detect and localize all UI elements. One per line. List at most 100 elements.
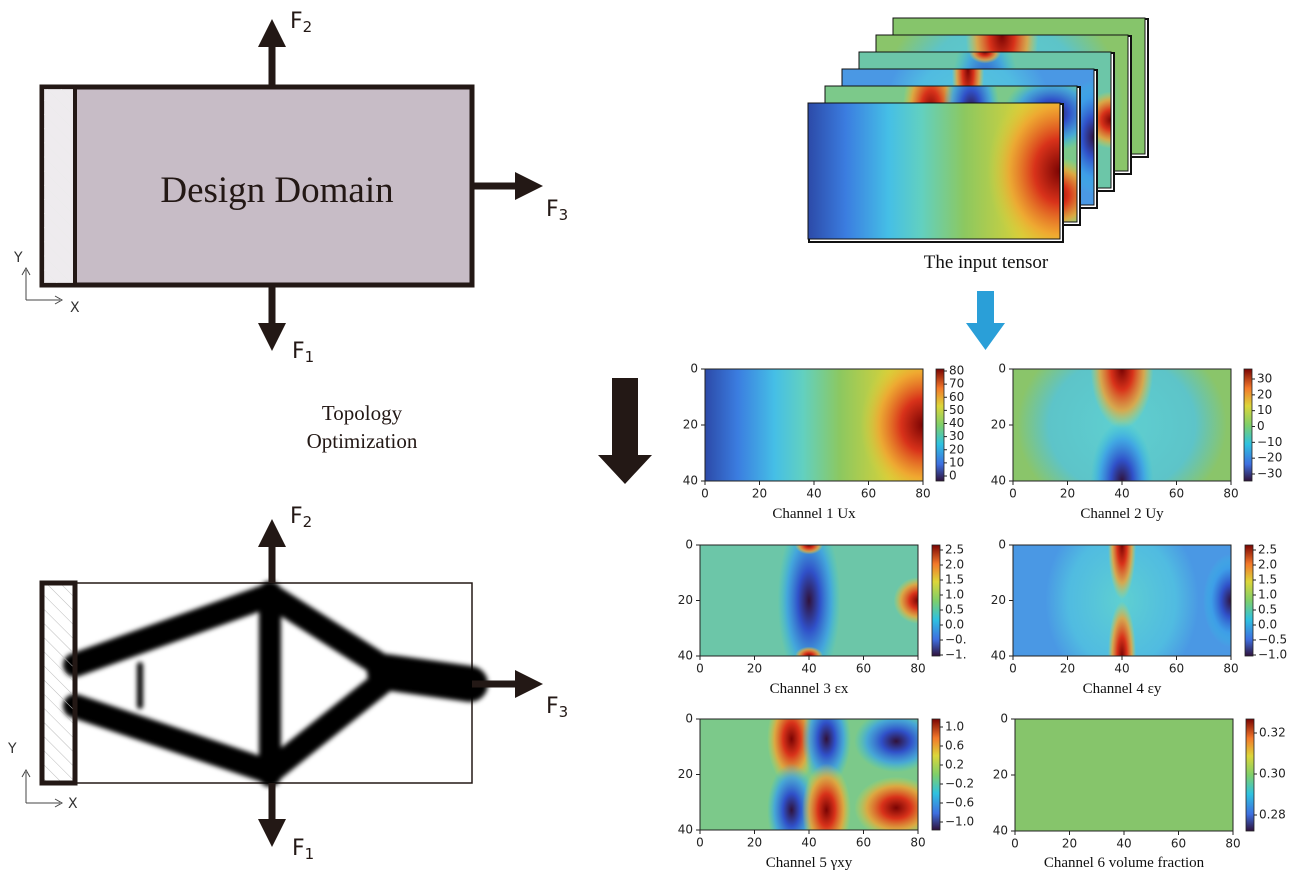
x-tick-label: 40 [806,487,821,501]
heatmap-blob [802,719,851,786]
optimized-structure: F2 F3 F1 Y X [7,504,568,863]
heatmap [700,545,918,656]
colorbar-tick-label: 70 [949,377,964,391]
channel-caption: Channel 4 εy [1083,681,1162,697]
step-label: Optimization [307,429,418,453]
x-tick-label: 20 [752,487,767,501]
colorbar [1244,544,1254,657]
design-domain: Design Domain F2 F3 F1 Y X [13,9,568,366]
channel-caption: Channel 1 Ux [772,506,856,522]
colorbar-tick-label: 1.5 [945,573,964,587]
colorbar-tick-label: 2.5 [1258,543,1277,557]
x-tick-label: 20 [1060,487,1075,501]
colorbar [1243,368,1253,482]
y-tick-label: 0 [998,362,1006,376]
colorbar-tick-label: 80 [949,364,964,378]
force-label: F3 [546,197,568,224]
heatmap [1013,545,1231,656]
tensor-caption: The input tensor [924,252,1049,273]
heatmap-blob [795,646,823,656]
x-tick-label: 0 [1009,487,1017,501]
force-label: F3 [546,694,568,721]
force-label: F2 [290,504,312,531]
x-tick-label: 0 [696,662,704,676]
heatmap-blob [1090,421,1154,481]
colorbar [935,368,945,482]
y-tick-label: 40 [991,474,1006,488]
colorbar-tick-label: 1.0 [1258,588,1277,602]
axis-label: Y [13,250,23,266]
x-tick-label: 60 [1169,487,1184,501]
x-tick-label: 0 [696,836,704,850]
x-tick-label: 80 [1223,662,1238,676]
x-tick-label: 20 [747,836,762,850]
x-tick-label: 40 [1116,837,1131,851]
colorbar-tick-label: 50 [949,403,964,417]
y-tick-label: 20 [678,767,693,781]
y-tick-label: 40 [683,474,698,488]
y-tick-label: 40 [991,649,1006,663]
colorbar-tick-label: 1.0 [945,588,964,602]
colorbar-tick-label: 0 [1257,419,1265,433]
channel-panel: 0 20 40 60 80 0 20 40 1.0 0.6 0.2 −0.2 −0.6 −1.0 Chann… [678,712,974,872]
x-tick-label: 80 [1223,487,1238,501]
x-tick-label: 40 [1114,662,1129,676]
heatmap-blob [968,52,1002,64]
heatmap-blob [987,103,1060,239]
colorbar [931,544,941,657]
x-tick-label: 80 [1225,837,1240,851]
y-tick-label: 40 [678,823,693,837]
colorbar-tick-label: −30 [1257,467,1282,481]
colorbar-tick-label: 10 [949,455,964,469]
x-tick-label: 40 [801,662,816,676]
y-tick-label: 20 [678,593,693,607]
x-tick-label: 40 [1114,487,1129,501]
colorbar [1245,718,1255,832]
channel-caption: Channel 2 Uy [1080,506,1164,522]
channel-panel: 0 20 40 60 80 0 20 40 0.32 0.30 0.28 Channel 6 volu… [993,712,1286,872]
heatmap [705,369,923,481]
heatmap-blob [1108,545,1136,600]
heatmap [808,103,1060,239]
y-tick-label: 0 [685,538,693,552]
heatmap-blob [854,719,918,773]
channel-panel: 0 20 40 60 80 0 20 40 2.52.01.51.00.50.0−0.5−1.0… [991,538,1287,698]
heatmap-blob [1090,369,1154,429]
x-tick-label: 20 [747,662,762,676]
colorbar-tick-label: −1. [945,648,967,662]
x-tick-label: 60 [1169,662,1184,676]
force-label: F1 [292,339,314,366]
x-tick-label: 20 [1060,662,1075,676]
colorbar-tick-label: −0.2 [945,777,974,791]
y-tick-label: 40 [678,649,693,663]
colorbar-tick-label: 0.5 [945,603,964,617]
heatmap-blob [854,776,918,830]
domain-label: Design Domain [160,170,393,211]
colorbar-tick-label: 0.6 [945,739,964,753]
x-tick-label: 60 [856,836,871,850]
colorbar-tick-label: 30 [1257,372,1272,386]
x-tick-label: 60 [856,662,871,676]
x-tick-label: 0 [1009,662,1017,676]
colorbar-tick-label: −0.6 [945,796,974,810]
heatmap-blob [860,369,923,481]
colorbar-tick-label: 0.0 [945,618,964,632]
colorbar [931,718,941,831]
colorbar-tick-label: 2.0 [1258,558,1277,572]
heatmap-blob [1045,545,1199,656]
heatmap-blob [777,545,841,656]
x-tick-label: 20 [1062,837,1077,851]
colorbar-tick-label: 0.30 [1259,767,1286,781]
y-tick-label: 20 [991,593,1006,607]
colorbar-tick-label: 10 [1257,403,1272,417]
x-tick-label: 80 [910,836,925,850]
colorbar-tick-label: −0.5 [1258,633,1287,647]
axis-label: X [70,300,80,316]
force-label: F2 [290,9,312,36]
heatmap [700,719,918,830]
heatmap-blob [802,763,851,830]
